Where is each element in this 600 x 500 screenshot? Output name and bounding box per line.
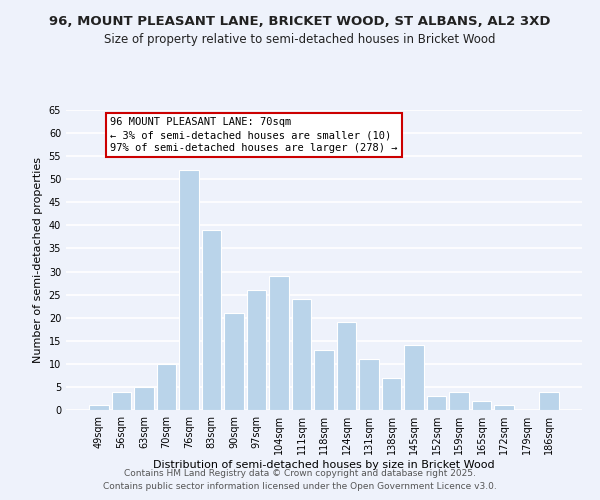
- Bar: [472, 401, 491, 410]
- Y-axis label: Number of semi-detached properties: Number of semi-detached properties: [33, 157, 43, 363]
- Text: Size of property relative to semi-detached houses in Bricket Wood: Size of property relative to semi-detach…: [104, 32, 496, 46]
- Bar: [427, 396, 446, 410]
- Bar: [269, 276, 289, 410]
- Bar: [134, 387, 154, 410]
- Text: Contains HM Land Registry data © Crown copyright and database right 2025.: Contains HM Land Registry data © Crown c…: [124, 468, 476, 477]
- Text: 96, MOUNT PLEASANT LANE, BRICKET WOOD, ST ALBANS, AL2 3XD: 96, MOUNT PLEASANT LANE, BRICKET WOOD, S…: [49, 15, 551, 28]
- Text: 96 MOUNT PLEASANT LANE: 70sqm
← 3% of semi-detached houses are smaller (10)
97% : 96 MOUNT PLEASANT LANE: 70sqm ← 3% of se…: [110, 117, 398, 154]
- X-axis label: Distribution of semi-detached houses by size in Bricket Wood: Distribution of semi-detached houses by …: [153, 460, 495, 470]
- Bar: [224, 313, 244, 410]
- Bar: [247, 290, 266, 410]
- Bar: [112, 392, 131, 410]
- Bar: [359, 359, 379, 410]
- Bar: [404, 346, 424, 410]
- Bar: [157, 364, 176, 410]
- Bar: [494, 406, 514, 410]
- Bar: [179, 170, 199, 410]
- Bar: [202, 230, 221, 410]
- Text: Contains public sector information licensed under the Open Government Licence v3: Contains public sector information licen…: [103, 482, 497, 491]
- Bar: [449, 392, 469, 410]
- Bar: [337, 322, 356, 410]
- Bar: [314, 350, 334, 410]
- Bar: [292, 299, 311, 410]
- Bar: [382, 378, 401, 410]
- Bar: [539, 392, 559, 410]
- Bar: [89, 406, 109, 410]
